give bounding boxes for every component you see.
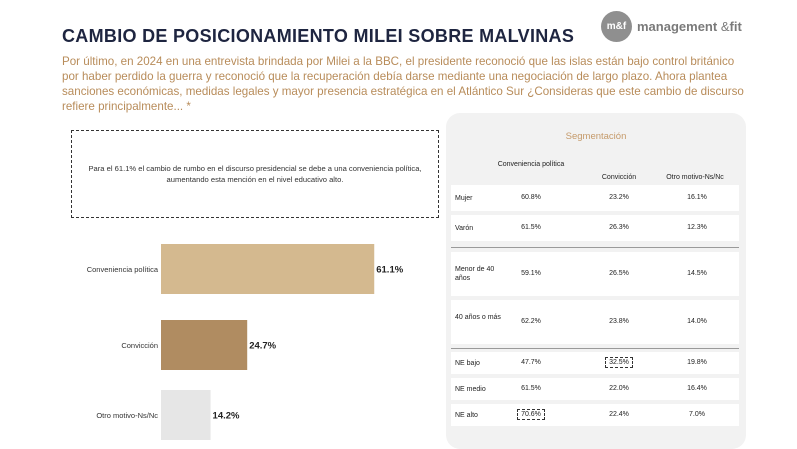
value-label-1: 24.7% [249, 341, 276, 352]
table-cell: 47.7% [521, 358, 541, 366]
category-label-0: Conveniencia política [87, 265, 159, 274]
survey-question: Por último, en 2024 en una entrevista br… [62, 55, 744, 113]
logo-mark: m&f [601, 10, 632, 42]
table-cell: 16.1% [687, 193, 707, 201]
brand-logo: m&f management &fit [601, 10, 742, 42]
table-cell: 12.3% [687, 223, 707, 231]
table-cell: 70.6% [501, 408, 561, 420]
table-cell: 22.0% [609, 384, 629, 392]
table-cell: 16.4% [687, 384, 707, 392]
segmentation-title: Segmentación [565, 131, 627, 142]
table-cell: 61.5% [521, 384, 541, 392]
column-header-1: Convicción [601, 174, 637, 181]
logo-fit: fit [729, 18, 742, 34]
row-label: NE medio [455, 385, 486, 393]
insight-text: Para el 61.1% el cambio de rumbo en el d… [88, 164, 422, 184]
row-label: 40 años o más [455, 314, 501, 321]
table-cell: 22.4% [609, 410, 629, 418]
group-divider [451, 348, 739, 349]
table-cell: 14.0% [687, 317, 707, 325]
column-header-0: Conveniencia política [497, 161, 565, 168]
row-label: NE alto [455, 411, 478, 419]
highlight-box: 32.5% [605, 356, 633, 368]
value-label-0: 61.1% [376, 265, 403, 276]
logo-amp: & [720, 18, 730, 34]
table-row: Mujer 60.8% 23.2% 16.1% [451, 185, 739, 211]
table-cell: 23.8% [609, 317, 629, 325]
table-cell: 61.5% [521, 223, 541, 231]
table-row: NE alto 70.6% 22.4% 7.0% [451, 404, 739, 426]
logo-name: management [637, 18, 718, 34]
table-cell: 23.2% [609, 193, 629, 201]
group-divider [451, 247, 739, 248]
row-label: Mujer [455, 194, 473, 202]
table-cell: 32.5% [589, 356, 649, 368]
insight-callout: Para el 61.1% el cambio de rumbo en el d… [71, 130, 439, 218]
column-header-2: Otro motivo-Ns/Nc [666, 174, 724, 181]
row-label: Menor de 40 años [455, 266, 495, 282]
table-row: Menor de 40 años 59.1% 26.5% 14.5% [451, 252, 739, 296]
table-cell: 19.8% [687, 358, 707, 366]
logo-wordmark: management &fit [637, 19, 742, 34]
table-cell: 59.1% [521, 269, 541, 277]
bar-2 [161, 390, 211, 440]
highlight-box: 70.6% [517, 408, 545, 420]
motive-bar-chart: Conveniencia política 61.1% Convicción 24.7… [87, 244, 404, 440]
table-row: NE bajo 47.7% 32.5% 19.8% [451, 352, 739, 374]
value-label-2: 14.2% [213, 411, 240, 422]
table-row: Varón 61.5% 26.3% 12.3% [451, 215, 739, 241]
category-label-1: Convicción [121, 341, 158, 350]
table-cell: 14.5% [687, 269, 707, 277]
row-label: Varón [455, 224, 474, 232]
bar-0 [161, 244, 375, 294]
table-cell: 26.3% [609, 223, 629, 231]
table-cell: 60.8% [521, 193, 541, 201]
table-cell: 7.0% [689, 410, 705, 418]
table-cell: 26.5% [609, 269, 629, 277]
row-label: NE bajo [455, 359, 480, 367]
category-label-2: Otro motivo-Ns/Nc [96, 411, 158, 420]
table-row: 40 años o más 62.2% 23.8% 14.0% [451, 300, 739, 344]
page-title: CAMBIO DE POSICIONAMIENTO MILEI SOBRE MA… [62, 26, 575, 46]
table-row: NE medio 61.5% 22.0% 16.4% [451, 378, 739, 400]
bar-1 [161, 320, 248, 370]
table-cell: 62.2% [521, 317, 541, 325]
